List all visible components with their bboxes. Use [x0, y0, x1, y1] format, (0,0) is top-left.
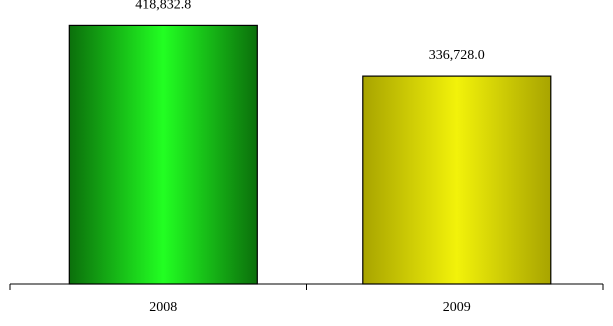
x-tick-label-2009: 2009: [443, 300, 471, 315]
data-label-2008: 418,832.8: [135, 0, 191, 12]
x-tick-label-2008: 2008: [149, 300, 177, 315]
plot-area: 418,832.8 2008 336,728.0 2009: [9, 0, 604, 315]
data-label-2009: 336,728.0: [429, 48, 485, 63]
bar-2009: [362, 75, 552, 285]
bar-2008: [68, 24, 258, 285]
